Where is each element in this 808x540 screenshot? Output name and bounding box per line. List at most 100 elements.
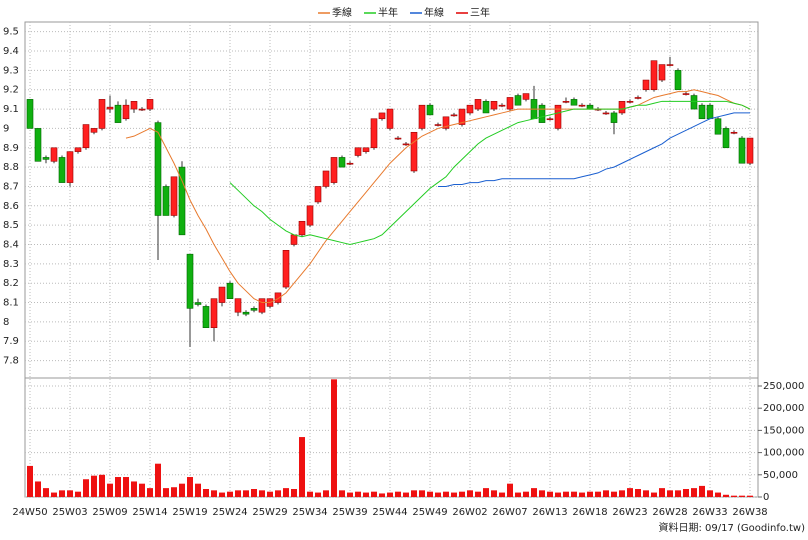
candle-body bbox=[194, 302, 202, 305]
candle-body bbox=[458, 108, 466, 125]
candle-body bbox=[346, 162, 354, 165]
candle-body bbox=[210, 298, 218, 328]
volume-bar bbox=[667, 490, 673, 497]
volume-bar bbox=[59, 490, 65, 497]
volume-bar bbox=[579, 492, 585, 497]
volume-bar bbox=[163, 488, 169, 497]
volume-bar bbox=[587, 491, 593, 497]
ma-line bbox=[438, 112, 750, 187]
candle-body bbox=[298, 220, 306, 236]
volume-bar bbox=[435, 492, 441, 497]
volume-bar bbox=[171, 487, 177, 497]
volume-bar bbox=[147, 488, 153, 497]
volume-bar bbox=[339, 490, 345, 497]
x-tick-label: 25W19 bbox=[172, 507, 207, 518]
volume-bar bbox=[259, 490, 265, 497]
y-tick-label: 8.6 bbox=[3, 201, 19, 212]
x-tick-label: 26W07 bbox=[492, 507, 527, 518]
candle-body bbox=[738, 137, 746, 164]
candle-body bbox=[234, 298, 242, 313]
volume-bar bbox=[419, 490, 425, 497]
volume-bar bbox=[155, 463, 161, 497]
candle-body bbox=[322, 170, 330, 187]
candle-body bbox=[570, 99, 578, 106]
candle-body bbox=[698, 104, 706, 120]
candle-body bbox=[162, 186, 170, 216]
candle-body bbox=[546, 118, 554, 121]
x-tick-label: 26W23 bbox=[612, 507, 647, 518]
candle-body bbox=[682, 93, 690, 95]
candle-body bbox=[106, 106, 114, 110]
candle-body bbox=[130, 101, 138, 110]
x-tick-label: 25W14 bbox=[132, 507, 167, 518]
legend-label: 季線 bbox=[332, 6, 352, 19]
candle-body bbox=[74, 147, 82, 152]
candle-body bbox=[34, 128, 42, 162]
y-tick-label: 9.3 bbox=[3, 65, 19, 76]
volume-bar bbox=[611, 491, 617, 497]
y-tick-label: 8 bbox=[3, 317, 9, 328]
y2-tick-label: 50,000 bbox=[763, 470, 798, 481]
x-tick-label: 25W03 bbox=[52, 507, 87, 518]
volume-bar bbox=[571, 491, 577, 497]
volume-bar bbox=[459, 491, 465, 497]
candle-body bbox=[258, 298, 266, 313]
volume-bar bbox=[707, 490, 713, 497]
volume-bar bbox=[539, 490, 545, 497]
candle-body bbox=[226, 282, 234, 299]
candle-body bbox=[338, 157, 346, 168]
volume-bar bbox=[211, 490, 217, 497]
candle-body bbox=[50, 147, 58, 162]
legend-label: 半年 bbox=[378, 6, 398, 19]
candle-body bbox=[218, 286, 226, 303]
candle-body bbox=[114, 104, 122, 123]
volume-bar bbox=[507, 483, 513, 497]
volume-bar bbox=[595, 491, 601, 497]
y-tick-label: 9.2 bbox=[3, 85, 19, 96]
volume-bar bbox=[443, 491, 449, 497]
candle-body bbox=[610, 112, 618, 123]
y-tick-label: 8.8 bbox=[3, 162, 19, 173]
candle-body bbox=[730, 131, 738, 134]
volume-bar bbox=[99, 474, 105, 497]
candle-body bbox=[26, 99, 34, 129]
candle-body bbox=[490, 101, 498, 110]
candle-body bbox=[42, 157, 50, 160]
candle-body bbox=[426, 104, 434, 116]
volume-bar bbox=[395, 491, 401, 497]
y-tick-label: 9.5 bbox=[3, 27, 19, 38]
volume-bar bbox=[75, 491, 81, 497]
footer: 資料日期: 09/17 (Goodinfo.tw) bbox=[658, 521, 805, 534]
y-tick-label: 8.4 bbox=[3, 240, 19, 251]
y-tick-label: 8.5 bbox=[3, 220, 19, 231]
volume-bar bbox=[43, 488, 49, 497]
candle-body bbox=[602, 112, 610, 115]
candle-body bbox=[498, 104, 506, 107]
x-tick-label: 25W09 bbox=[92, 507, 127, 518]
candle-body bbox=[538, 104, 546, 123]
volume-bar bbox=[635, 489, 641, 497]
candle-body bbox=[394, 137, 402, 140]
y2-tick-label: 150,000 bbox=[763, 425, 804, 436]
candle-body bbox=[186, 253, 194, 309]
volume-bar bbox=[411, 490, 417, 497]
volume-bar bbox=[187, 477, 193, 497]
volume-bar bbox=[467, 490, 473, 497]
volume-bar bbox=[195, 483, 201, 497]
candle-body bbox=[138, 108, 146, 111]
plot-frame bbox=[24, 21, 759, 498]
volume-bar bbox=[491, 490, 497, 497]
volume-bar bbox=[675, 490, 681, 497]
x-tick-label: 25W49 bbox=[412, 507, 447, 518]
candle-body bbox=[282, 250, 290, 288]
y-tick-label: 7.8 bbox=[3, 356, 19, 367]
candle-body bbox=[362, 147, 370, 152]
candle-body bbox=[418, 104, 426, 129]
x-tick-label: 25W29 bbox=[252, 507, 287, 518]
candle-body bbox=[746, 137, 754, 164]
candle-body bbox=[618, 101, 626, 114]
volume-bar bbox=[331, 379, 337, 497]
candle-body bbox=[674, 70, 682, 91]
y-tick-label: 8.1 bbox=[3, 298, 19, 309]
candle-body bbox=[578, 104, 586, 107]
